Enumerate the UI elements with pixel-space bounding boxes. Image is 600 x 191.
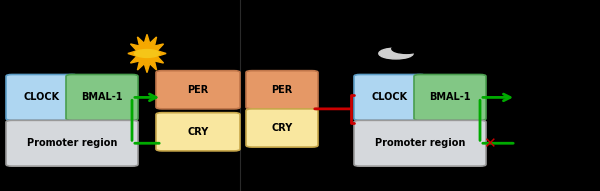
Circle shape <box>392 44 421 53</box>
Text: PER: PER <box>271 85 293 95</box>
FancyBboxPatch shape <box>156 71 240 109</box>
Text: Promoter region: Promoter region <box>27 138 117 148</box>
FancyBboxPatch shape <box>414 74 486 120</box>
Text: BMAL-1: BMAL-1 <box>81 92 123 102</box>
Circle shape <box>134 49 160 57</box>
Text: CRY: CRY <box>187 127 209 137</box>
Text: CLOCK: CLOCK <box>372 92 408 102</box>
Text: PER: PER <box>187 85 209 95</box>
FancyBboxPatch shape <box>354 120 486 166</box>
FancyBboxPatch shape <box>6 74 78 120</box>
Text: CRY: CRY <box>271 123 293 133</box>
FancyBboxPatch shape <box>66 74 138 120</box>
Text: BMAL-1: BMAL-1 <box>429 92 471 102</box>
FancyBboxPatch shape <box>6 120 138 166</box>
Polygon shape <box>128 34 166 73</box>
FancyBboxPatch shape <box>156 113 240 151</box>
FancyBboxPatch shape <box>246 109 318 147</box>
FancyBboxPatch shape <box>246 71 318 109</box>
Circle shape <box>379 48 413 59</box>
Text: CLOCK: CLOCK <box>24 92 60 102</box>
FancyBboxPatch shape <box>354 74 426 120</box>
Text: Promoter region: Promoter region <box>375 138 465 148</box>
Text: ✕: ✕ <box>482 136 496 151</box>
